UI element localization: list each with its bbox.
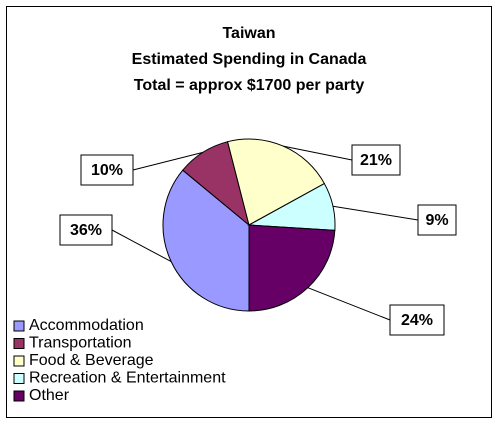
label-box bbox=[417, 204, 457, 236]
label-box bbox=[389, 304, 445, 336]
chart-title: Taiwan bbox=[222, 25, 275, 42]
data-label: 10% bbox=[91, 162, 123, 179]
leader-line bbox=[283, 145, 353, 161]
label-box bbox=[59, 214, 113, 246]
label-box bbox=[80, 154, 134, 186]
pie-slice bbox=[248, 224, 336, 312]
pie-slice bbox=[227, 138, 326, 226]
legend-swatch bbox=[13, 320, 25, 332]
legend-label: Food & Beverage bbox=[29, 352, 154, 369]
pie-slice bbox=[162, 169, 250, 312]
leader-line bbox=[332, 205, 419, 221]
legend-swatch bbox=[13, 355, 25, 367]
legend-swatch bbox=[13, 390, 25, 402]
legend-label: Transportation bbox=[29, 335, 132, 352]
leader-line bbox=[132, 151, 204, 171]
data-label: 36% bbox=[70, 222, 102, 239]
legend-label: Other bbox=[29, 387, 70, 404]
leader-line bbox=[111, 229, 172, 263]
data-label: 9% bbox=[425, 212, 448, 229]
legend-label: Recreation & Entertainment bbox=[29, 370, 226, 387]
label-box bbox=[351, 144, 401, 176]
chart-title: Total = approx $1700 per party bbox=[134, 77, 365, 94]
legend-swatch bbox=[13, 373, 25, 384]
chart-title: Estimated Spending in Canada bbox=[132, 51, 367, 68]
data-label: 21% bbox=[360, 152, 392, 169]
legend-swatch bbox=[13, 338, 25, 349]
data-label: 24% bbox=[401, 312, 433, 329]
leader-line bbox=[307, 287, 391, 321]
legend-label: Accommodation bbox=[29, 317, 144, 334]
